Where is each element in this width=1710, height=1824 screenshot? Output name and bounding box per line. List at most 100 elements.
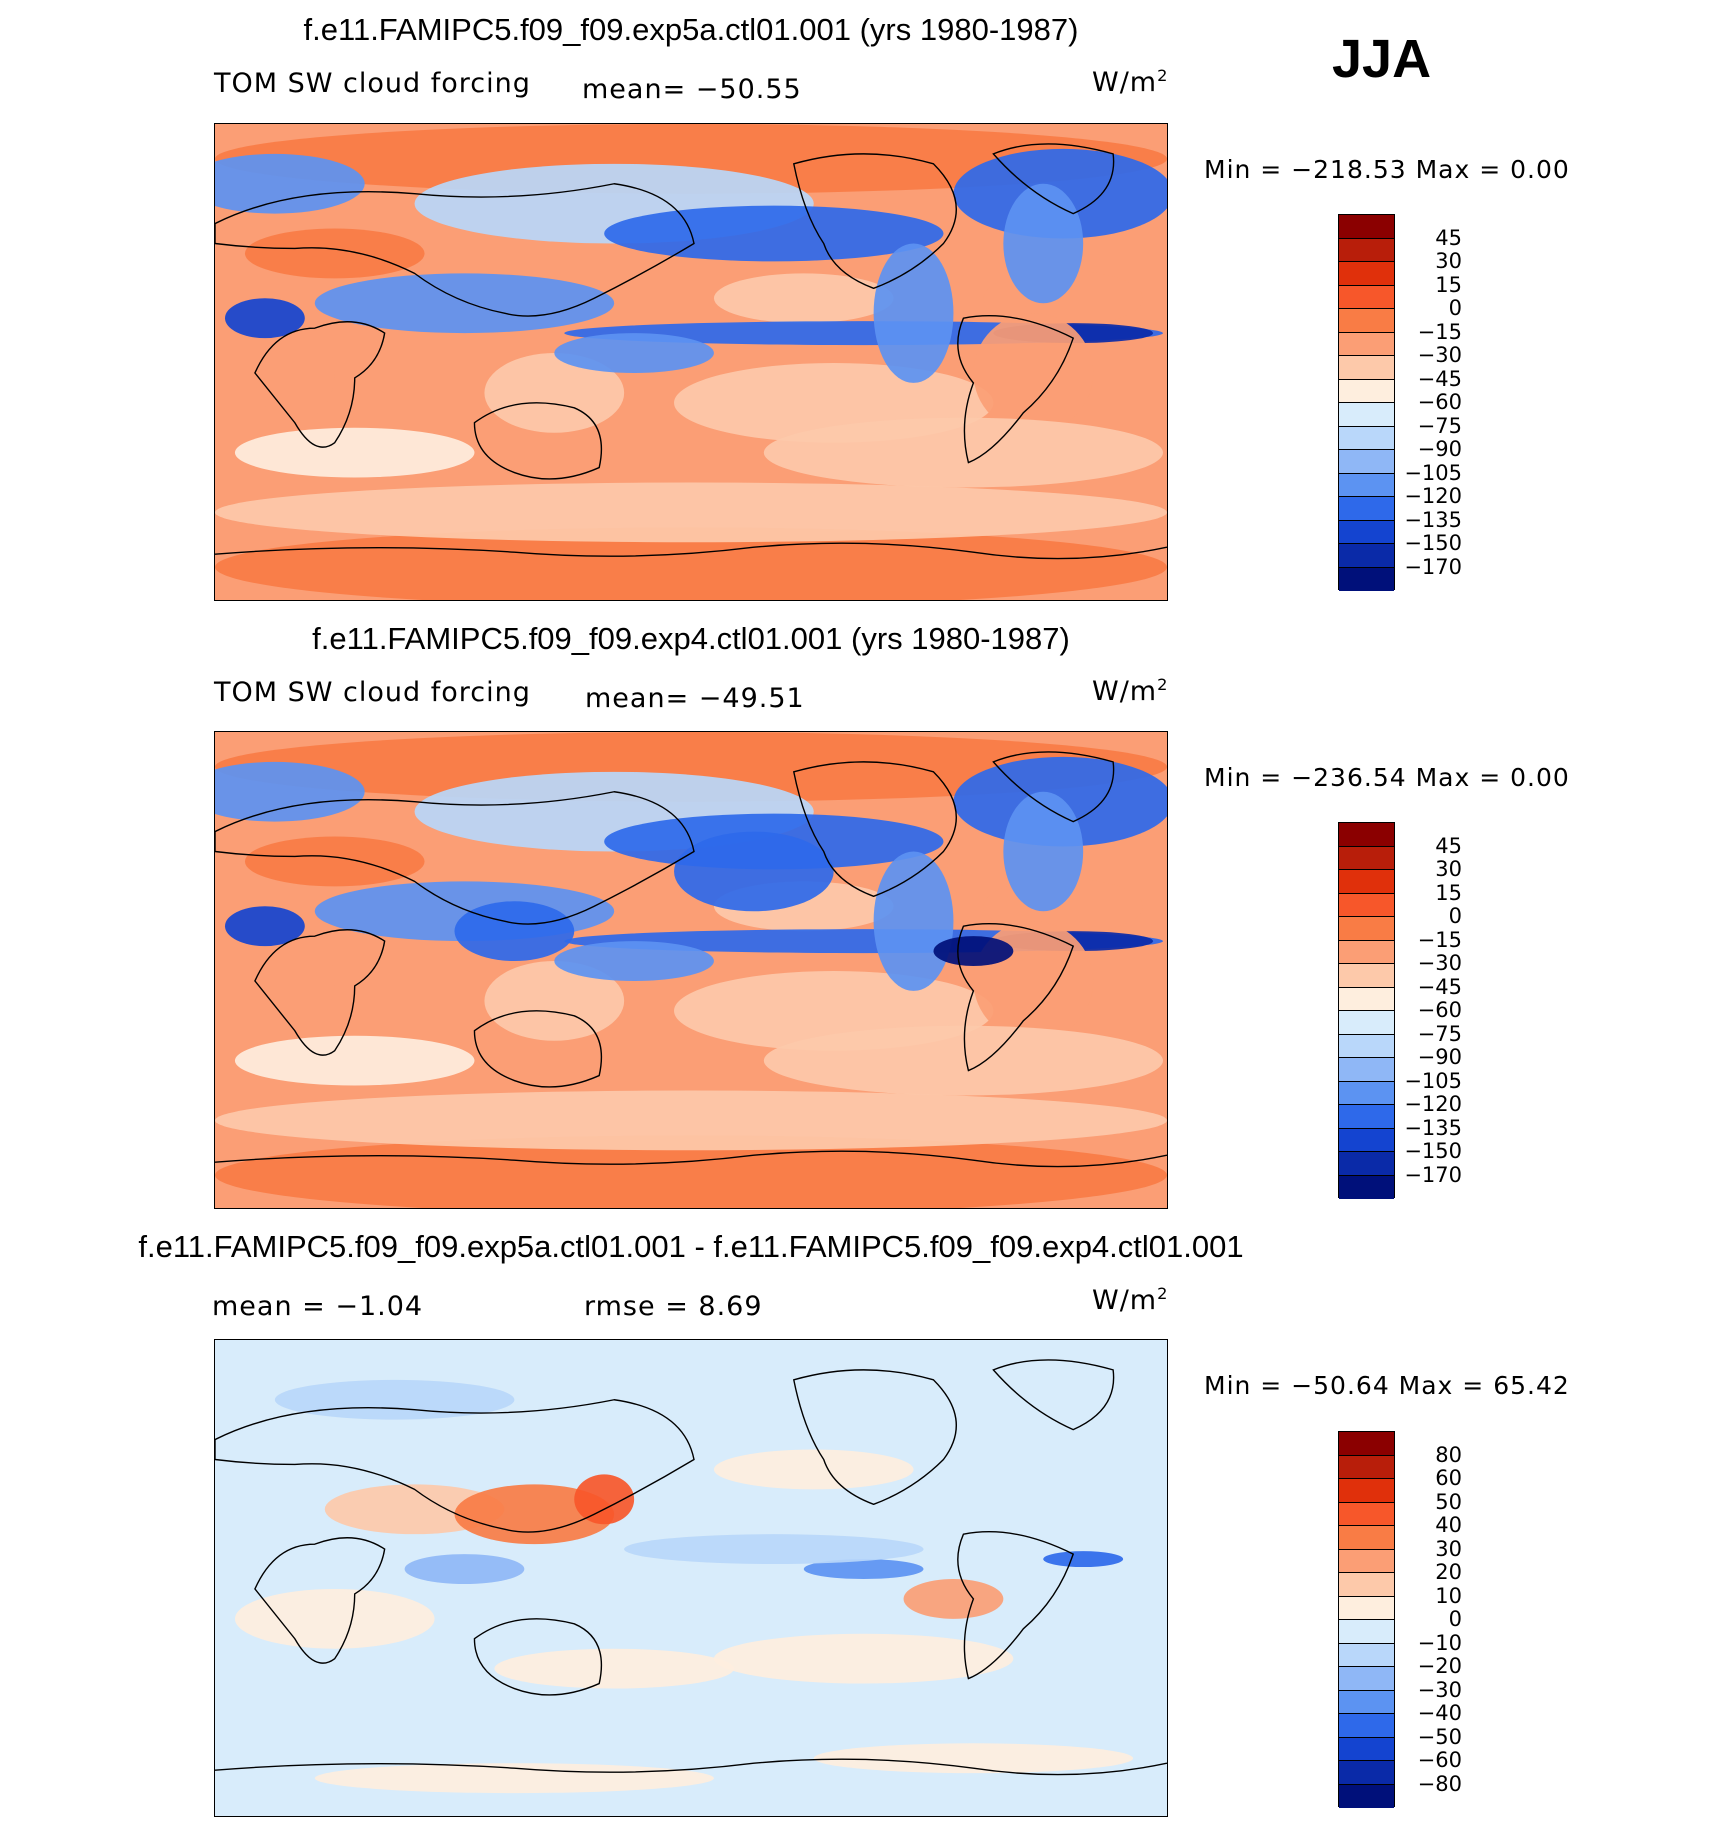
colorbar-box: [1339, 379, 1394, 403]
map-contour-region: [234, 1588, 435, 1649]
coastline: [992, 1359, 1115, 1431]
panel1-min-max: Min = −218.53 Max = 0.00: [1204, 155, 1570, 184]
map-contour-region: [554, 333, 714, 373]
coastline: [957, 315, 1075, 464]
panel3-units: W/m2: [1092, 1284, 1169, 1316]
colorbar-box: [1339, 1034, 1394, 1058]
colorbar-tick-label: −45: [1417, 366, 1462, 391]
colorbar-tick-label: −170: [1404, 554, 1462, 579]
colorbar-tick-label: −150: [1404, 1139, 1462, 1163]
colorbar-box: [1339, 285, 1394, 309]
colorbar-tick-label: −170: [1404, 1162, 1462, 1187]
map-contour-region: [484, 353, 625, 433]
season-label: JJA: [1332, 29, 1432, 89]
panel3-rmse: rmse = 8.69: [584, 1291, 763, 1322]
colorbar-box: [1339, 917, 1394, 941]
map-contour-region: [244, 836, 425, 887]
colorbar-box: [1339, 1549, 1394, 1573]
map-contour-region: [494, 1648, 734, 1689]
map-contour-region: [484, 961, 625, 1041]
map-contour-region: [314, 273, 615, 334]
colorbar-box: [1339, 403, 1394, 427]
colorbar-box: [1339, 870, 1394, 894]
colorbar-tick-label: 10: [1435, 1583, 1462, 1608]
coastline: [215, 183, 695, 317]
colorbar-tick-label: 80: [1435, 1442, 1462, 1467]
map-contour-region: [903, 1578, 1004, 1619]
map-contour-region: [234, 427, 475, 478]
colorbar-tick-label: −20: [1417, 1654, 1462, 1678]
colorbar-tick-label: −105: [1404, 1068, 1462, 1093]
colorbar-box: [1339, 238, 1394, 262]
map-contour-region: [215, 761, 365, 822]
colorbar-box: [1339, 520, 1394, 544]
colorbar-tick-label: −75: [1417, 1021, 1462, 1046]
colorbar-tick-label: 20: [1435, 1560, 1462, 1584]
colorbar-tick-label: −10: [1417, 1630, 1462, 1655]
map-contour-region: [574, 1474, 635, 1525]
coastline: [473, 1618, 603, 1696]
colorbar-box: [1339, 544, 1394, 568]
coastline: [957, 1531, 1075, 1680]
coastline: [215, 791, 695, 925]
panel1-map: [214, 123, 1168, 601]
colorbar-box: [1339, 1502, 1394, 1526]
panel3-min-max: Min = −50.64 Max = 65.42: [1204, 1371, 1570, 1400]
colorbar-tick-label: −120: [1404, 1092, 1462, 1116]
colorbar-tick-label: 45: [1435, 833, 1462, 858]
map-contour-region: [454, 901, 575, 962]
map-contour-region: [215, 153, 365, 214]
map-contour-region: [604, 205, 944, 262]
colorbar-box: [1339, 309, 1394, 333]
map-contour-region: [973, 313, 1094, 433]
panel2-units: W/m2: [1092, 675, 1169, 707]
colorbar-box: [1339, 823, 1394, 847]
colorbar-tick-label: 15: [1435, 272, 1462, 297]
colorbar-tick-label: 40: [1435, 1513, 1462, 1537]
colorbar-tick-label: −60: [1417, 390, 1462, 414]
colorbar-box: [1339, 473, 1394, 497]
panel2-mean: mean= −49.51: [585, 683, 805, 714]
colorbar-tick-label: 30: [1435, 1536, 1462, 1561]
panel3-title: f.e11.FAMIPC5.f09_f09.exp5a.ctl01.001 - …: [138, 1229, 1244, 1264]
colorbar-box: [1339, 846, 1394, 870]
colorbar-tick-label: −105: [1404, 460, 1462, 485]
colorbar-box: [1339, 567, 1394, 591]
colorbar-tick-label: 0: [1448, 296, 1462, 320]
map-contour-region: [763, 417, 1164, 488]
colorbar-tick-label: 60: [1435, 1466, 1462, 1490]
panel3-mean: mean = −1.04: [212, 1291, 424, 1322]
colorbar-box: [1339, 1526, 1394, 1550]
colorbar-tick-label: −40: [1417, 1701, 1462, 1725]
panel2-min-max: Min = −236.54 Max = 0.00: [1204, 763, 1570, 792]
colorbar-tick-label: −30: [1417, 343, 1462, 367]
panel1-map-field: [215, 124, 1167, 600]
panel3-map: [214, 1339, 1168, 1817]
panel2-colorbar: [1338, 822, 1395, 1199]
panel1-mean: mean= −50.55: [582, 74, 802, 105]
colorbar-tick-label: 15: [1435, 880, 1462, 905]
colorbar-box: [1339, 215, 1394, 239]
map-contour-region: [674, 831, 834, 912]
panel1-units: W/m2: [1092, 66, 1169, 98]
map-contour-region: [713, 1633, 1014, 1684]
map-contour-region: [713, 273, 894, 324]
colorbar-tick-label: −90: [1417, 437, 1462, 461]
map-contour-region: [554, 941, 714, 981]
map-contour-region: [215, 124, 1167, 194]
coastline: [215, 1399, 695, 1533]
colorbar-box: [1339, 332, 1394, 356]
colorbar-tick-label: 45: [1435, 225, 1462, 250]
map-contour-region: [234, 1035, 475, 1086]
colorbar-tick-label: −120: [1404, 484, 1462, 508]
map-contour-region: [274, 1379, 515, 1420]
colorbar-box: [1339, 987, 1394, 1011]
map-contour-region: [215, 1135, 1167, 1208]
coastline: [215, 1758, 1167, 1776]
colorbar-box: [1339, 1620, 1394, 1644]
panel2-variable-label: TOM SW cloud forcing: [214, 677, 531, 708]
colorbar-box: [1339, 1128, 1394, 1152]
coastline: [792, 761, 957, 898]
panel2-map-field: [215, 732, 1167, 1208]
colorbar-tick-label: −45: [1417, 974, 1462, 999]
